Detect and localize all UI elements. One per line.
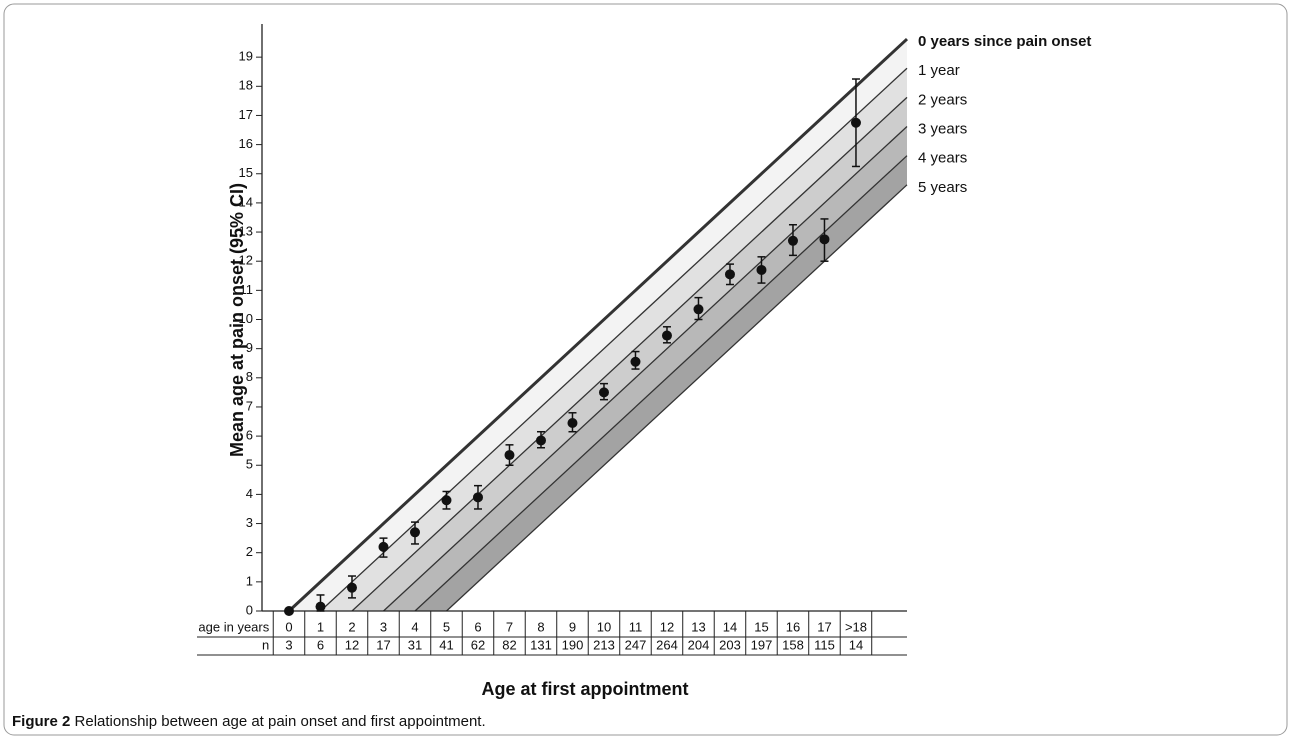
y-tick-label: 3 [246, 515, 253, 530]
point [850, 117, 861, 128]
n-label: 204 [688, 637, 710, 652]
x-tick-label: 6 [474, 619, 481, 634]
x-tick-label: 9 [569, 619, 576, 634]
y-tick-label: 16 [239, 136, 253, 151]
reference-line [320, 67, 908, 612]
y-tick-label: 17 [239, 107, 253, 122]
point [693, 304, 704, 315]
point [346, 582, 357, 593]
point [472, 492, 483, 503]
x-tick-label: 1 [317, 619, 324, 634]
y-tick-label: 8 [246, 369, 253, 384]
n-label: 31 [408, 637, 422, 652]
reference-line [383, 126, 908, 612]
caption-label: Figure 2 [12, 713, 70, 730]
x-tick-label: 4 [411, 619, 418, 634]
x-tick-label: 11 [629, 619, 643, 634]
point [724, 269, 735, 280]
y-tick-label: 12 [239, 253, 253, 268]
y-tick-label: 2 [246, 544, 253, 559]
x-tick-label: 0 [285, 619, 292, 634]
point [409, 527, 420, 538]
caption-text: Relationship between age at pain onset a… [75, 713, 486, 730]
point [787, 235, 798, 246]
point [819, 234, 830, 245]
x-tick-label: 3 [380, 619, 387, 634]
y-tick-label: 13 [239, 223, 253, 238]
row-label: age in years [198, 619, 269, 634]
n-label: 131 [530, 637, 552, 652]
row-label: n [262, 637, 269, 652]
point [661, 330, 672, 341]
reference-line [446, 184, 908, 612]
point [378, 541, 389, 552]
x-tick-label: 12 [660, 619, 674, 634]
n-label: 6 [317, 637, 324, 652]
n-label: 41 [439, 637, 453, 652]
x-tick-label: 14 [723, 619, 737, 634]
reference-label: 2 years [918, 91, 967, 108]
y-axis-title: Mean age at pain onset (95% CI) [227, 183, 247, 457]
point [567, 417, 578, 428]
reference-label: 0 years since pain onset [918, 33, 1091, 50]
n-label: 17 [376, 637, 390, 652]
x-tick-label: 13 [691, 619, 705, 634]
n-label: 197 [751, 637, 773, 652]
point [598, 387, 609, 398]
y-tick-label: 19 [239, 49, 253, 64]
y-tick-label: 5 [246, 457, 253, 472]
point [315, 601, 326, 612]
y-tick-label: 7 [246, 398, 253, 413]
y-tick-label: 11 [240, 282, 254, 297]
x-tick-label: 2 [348, 619, 355, 634]
reference-label: 1 year [918, 62, 960, 79]
reference-label: 3 years [918, 120, 967, 137]
n-label: 247 [625, 637, 647, 652]
n-label: 213 [593, 637, 615, 652]
reference-label: 5 years [918, 179, 967, 196]
y-tick-label: 15 [239, 165, 253, 180]
n-label: 62 [471, 637, 485, 652]
point [441, 495, 452, 506]
x-tick-label: 5 [443, 619, 450, 634]
n-label: 158 [782, 637, 804, 652]
y-tick-label: 0 [246, 602, 253, 617]
n-label: 264 [656, 637, 678, 652]
caption: Figure 2 Relationship between age at pai… [12, 713, 486, 730]
point [283, 606, 294, 616]
n-label: 190 [562, 637, 584, 652]
n-label: 3 [285, 637, 292, 652]
x-tick-label: 17 [817, 619, 831, 634]
n-label: 14 [849, 637, 863, 652]
x-axis-title: Age at first appointment [481, 679, 688, 699]
n-label: 82 [502, 637, 516, 652]
reference-line [351, 96, 908, 612]
x-tick-label: 7 [506, 619, 513, 634]
point [630, 356, 641, 367]
reference-label: 4 years [918, 150, 967, 167]
point [535, 435, 546, 446]
point [504, 450, 515, 461]
y-tick-label: 6 [246, 428, 253, 443]
x-tick-label: 8 [537, 619, 544, 634]
y-tick-label: 9 [246, 340, 253, 355]
n-label: 203 [719, 637, 741, 652]
y-tick-label: 4 [246, 486, 253, 501]
y-tick-label: 18 [239, 78, 253, 93]
point [756, 264, 767, 275]
x-tick-label: 15 [754, 619, 768, 634]
reference-line [287, 37, 909, 613]
x-tick-label: 10 [597, 619, 611, 634]
x-tick-label: 16 [786, 619, 800, 634]
x-tick-label: >18 [845, 619, 867, 634]
y-tick-label: 14 [239, 194, 253, 209]
y-tick-label: 1 [246, 573, 253, 588]
y-tick-label: 10 [239, 311, 253, 326]
n-label: 12 [345, 637, 359, 652]
n-label: 115 [814, 637, 835, 652]
